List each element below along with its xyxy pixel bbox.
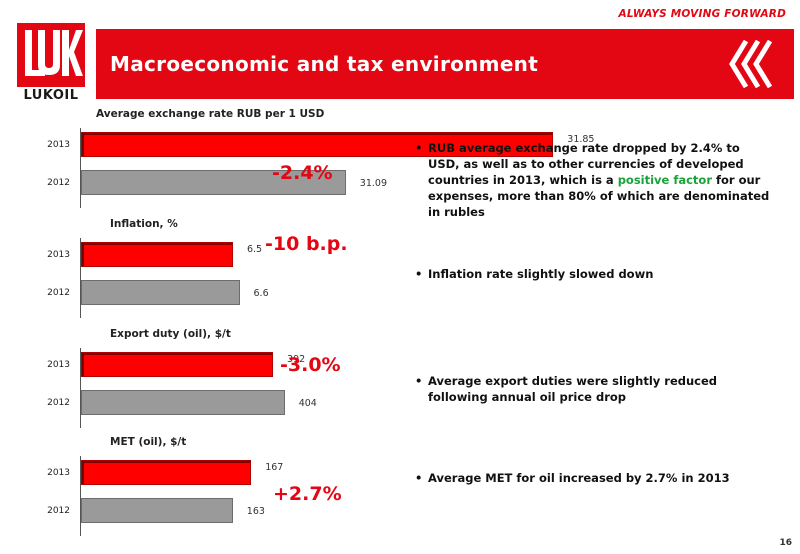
bullet-highlight: positive factor <box>617 173 712 187</box>
bullet-item: • RUB average exchange rate dropped by 2.… <box>415 140 775 220</box>
year-tick-label: 2012 <box>47 288 70 298</box>
chevron-arrows-icon <box>729 39 773 89</box>
bullet-dot-icon: • <box>415 267 423 281</box>
page-title: Macroeconomic and tax environment <box>110 52 539 76</box>
logo-text: LUKOIL <box>23 88 79 103</box>
year-tick-label: 2012 <box>47 506 70 516</box>
bar-value-label: 31.09 <box>359 178 387 189</box>
year-tick-label: 2012 <box>47 398 70 408</box>
chart-title: Inflation, % <box>110 218 178 230</box>
change-label: -10 b.p. <box>265 233 348 255</box>
bullet-text-post: for our expenses, more than 80% of which… <box>428 173 770 219</box>
chart-axis <box>80 128 81 208</box>
bullet-text: RUB average exchange rate dropped by 2.4… <box>415 140 775 220</box>
year-tick-label: 2013 <box>47 140 70 150</box>
page-number: 16 <box>779 538 792 548</box>
chart-axis <box>80 238 81 318</box>
bullet-text: Average MET for oil increased by 2.7% in… <box>415 470 775 486</box>
bullet-text: Inflation rate slightly slowed down <box>415 266 775 282</box>
year-tick-label: 2013 <box>47 250 70 260</box>
bar-value-label: 31.85 <box>567 134 595 145</box>
chart-axis <box>80 456 81 536</box>
bar-2012 <box>81 390 285 415</box>
change-label: -3.0% <box>280 354 341 376</box>
bar-2012 <box>81 170 346 195</box>
bullet-item: • Average export duties were slightly red… <box>415 373 775 405</box>
bullet-dot-icon: • <box>415 374 423 388</box>
year-tick-label: 2013 <box>47 468 70 478</box>
tagline: ALWAYS MOVING FORWARD <box>618 8 786 20</box>
header-bar: Macroeconomic and tax environment <box>96 29 794 99</box>
bullet-dot-icon: • <box>415 141 423 155</box>
bar-value-label: 392 <box>287 354 306 365</box>
year-tick-label: 2012 <box>47 178 70 188</box>
bar-2013 <box>81 242 233 267</box>
change-label: -2.4% <box>272 162 333 184</box>
bar-2013 <box>81 460 252 485</box>
bullet-text-pre: Average export duties were slightly redu… <box>428 374 718 404</box>
bar-2013 <box>81 132 554 157</box>
chart-axis <box>80 348 81 428</box>
bullet-text: Average export duties were slightly redu… <box>415 373 775 405</box>
bullet-text-pre: RUB average exchange rate dropped by 2.4… <box>428 141 744 187</box>
bar-2013 <box>81 352 274 377</box>
bar-value-label: 6.5 <box>246 244 263 255</box>
bar-value-label: 6.6 <box>253 288 269 299</box>
lukoil-logo <box>16 22 86 102</box>
bar-value-label: 167 <box>265 462 284 473</box>
bar-value-label: 404 <box>298 398 317 409</box>
chart-title: Average exchange rate RUB per 1 USD <box>96 108 325 120</box>
bullet-text-pre: Average MET for oil increased by 2.7% in… <box>428 471 730 485</box>
year-tick-label: 2013 <box>47 360 70 370</box>
chart-title: Export duty (oil), $/t <box>110 328 231 340</box>
change-label: +2.7% <box>273 483 342 505</box>
chart-title: MET (oil), $/t <box>110 436 187 448</box>
bullet-dot-icon: • <box>415 471 423 485</box>
bullet-text-pre: Inflation rate slightly slowed down <box>428 267 654 281</box>
bullet-item: • Average MET for oil increased by 2.7% i… <box>415 470 775 486</box>
bar-2012 <box>81 498 233 523</box>
bullet-item: • Inflation rate slightly slowed down <box>415 266 775 282</box>
bar-2012 <box>81 280 240 305</box>
bar-value-label: 163 <box>246 506 265 517</box>
